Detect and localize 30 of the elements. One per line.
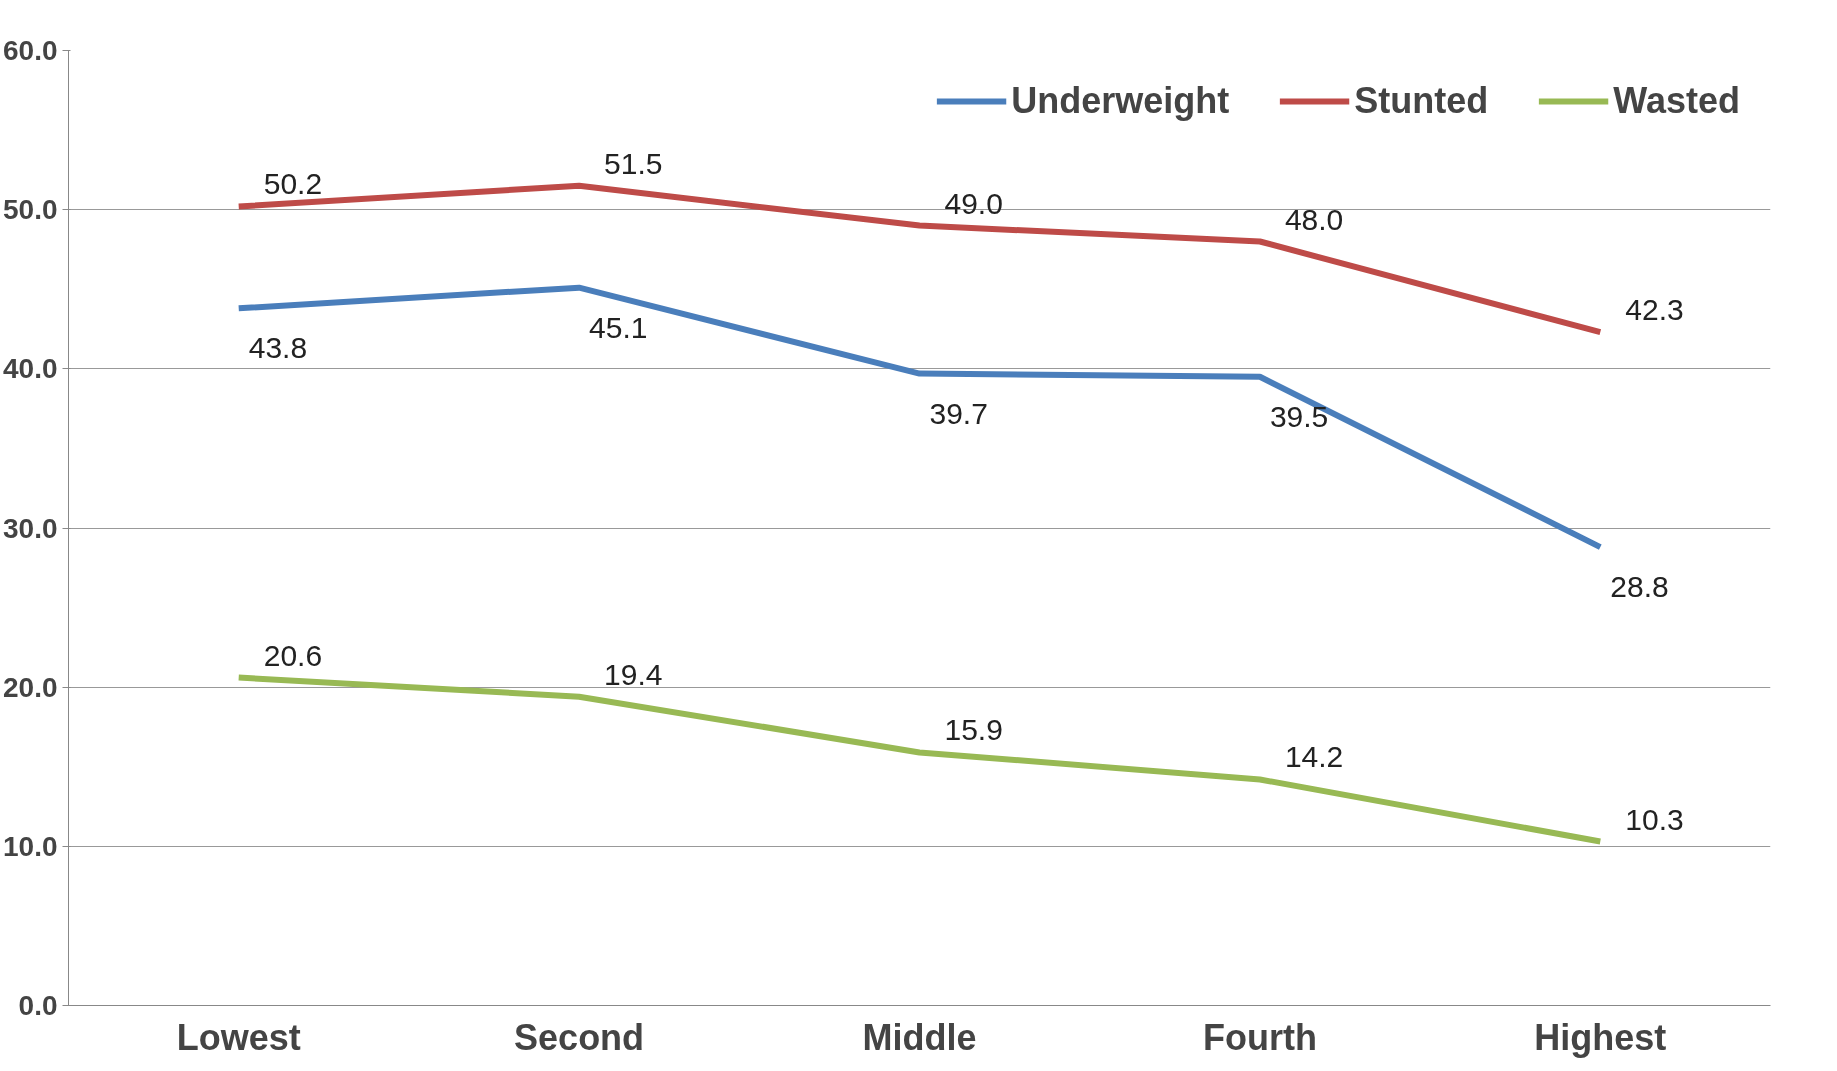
- data-label: 39.5: [1269, 399, 1329, 433]
- data-label: 49.0: [944, 186, 1003, 220]
- x-tick-label: Second: [514, 1016, 645, 1058]
- data-label: 39.7: [929, 396, 988, 430]
- data-label: 15.9: [944, 713, 1003, 747]
- y-tick-label: 0.0: [18, 990, 58, 1021]
- data-label: 50.2: [263, 167, 323, 201]
- x-tick-label: Lowest: [176, 1016, 301, 1058]
- y-tick-label: 60.0: [3, 35, 58, 66]
- data-label: 14.2: [1284, 740, 1344, 774]
- y-tick-label: 40.0: [3, 353, 58, 385]
- y-tick-label: 30.0: [3, 512, 58, 544]
- legend-label: Stunted: [1354, 80, 1489, 122]
- data-label: 51.5: [604, 146, 663, 180]
- data-label: 10.3: [1625, 802, 1684, 836]
- data-label: 20.6: [263, 638, 323, 672]
- data-label: 43.8: [248, 331, 308, 365]
- legend-label: Wasted: [1613, 80, 1740, 122]
- data-label: 42.3: [1625, 293, 1684, 327]
- y-tick-label: 10.0: [3, 830, 58, 862]
- data-label: 45.1: [589, 310, 648, 344]
- y-tick-label: 20.0: [3, 671, 58, 703]
- y-tick-label: 50.0: [3, 194, 58, 226]
- data-label: 28.8: [1610, 570, 1669, 604]
- x-tick-label: Fourth: [1202, 1016, 1317, 1058]
- data-label: 48.0: [1284, 202, 1344, 236]
- data-label: 19.4: [604, 657, 663, 691]
- x-tick-label: Highest: [1534, 1016, 1667, 1058]
- x-tick-label: Middle: [862, 1016, 977, 1058]
- legend-label: Underweight: [1011, 80, 1230, 122]
